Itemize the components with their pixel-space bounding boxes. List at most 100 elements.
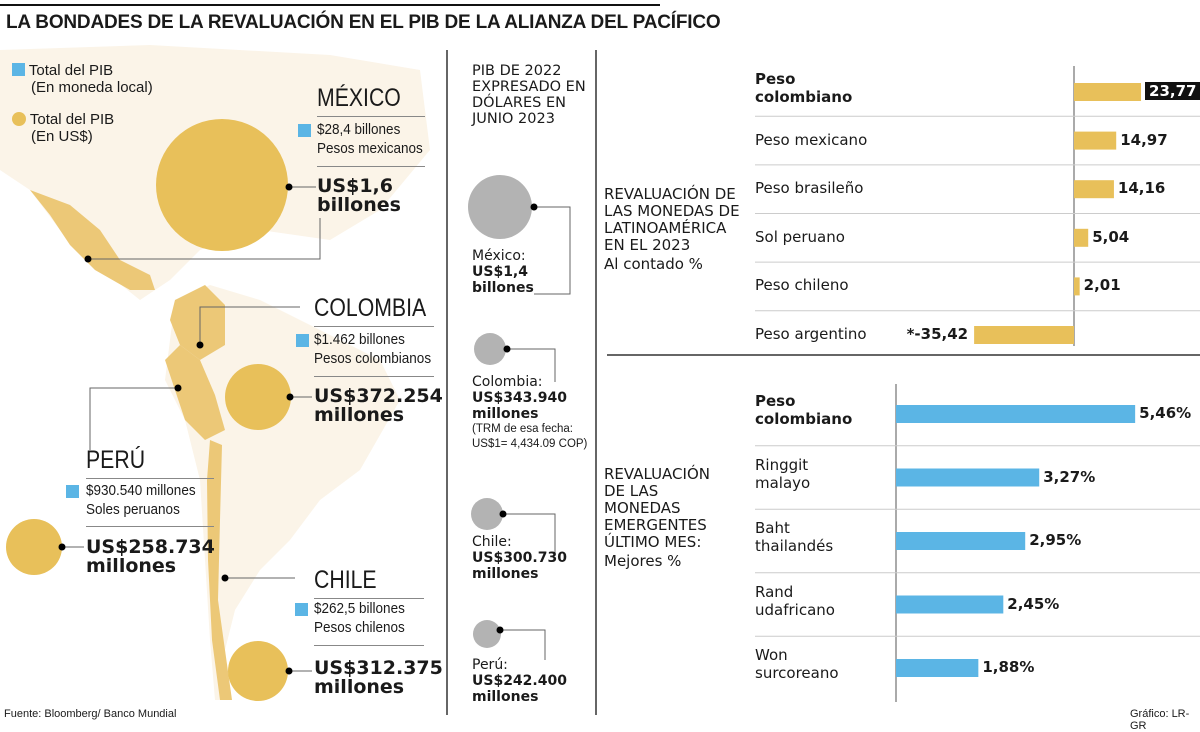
local-value: $262,5 billones: [314, 600, 405, 617]
divider: [86, 478, 214, 479]
chart1-title: REVALUACIÓN DE LAS MONEDAS DE LATINOAMÉRIC…: [604, 186, 740, 273]
usd-value: US$1,6: [317, 175, 393, 197]
value: US$300.730: [472, 550, 567, 566]
divider: [314, 376, 434, 377]
country-mexico: MÉXICO: [317, 84, 425, 117]
value-label: 5,04: [1092, 227, 1130, 246]
title-line: MONEDAS: [604, 499, 681, 517]
country-chile: CHILE: [314, 566, 424, 599]
mexico-usd-circle: [156, 119, 288, 251]
title-line: EMERGENTES: [604, 516, 707, 534]
peru-map: [165, 345, 225, 440]
category-label: Peso mexicano: [755, 130, 868, 149]
page-title: LA BONDADES DE LA REVALUACIÓN EN EL PIB …: [6, 12, 721, 33]
value-label: 3,27%: [1043, 467, 1096, 486]
legend-local-label: Total del PIB: [28, 62, 114, 79]
divider: [86, 526, 214, 527]
local-swatch: [66, 485, 79, 498]
label: México:: [472, 248, 526, 264]
title-line: REVALUACIÓN DE: [604, 185, 736, 203]
country-name: MÉXICO: [317, 84, 401, 112]
usd-value: US$258.734: [86, 536, 215, 558]
peru-gray-circle: [473, 620, 501, 648]
legend-usd-swatch: [12, 112, 26, 126]
local-value: $930.540 millones: [86, 482, 196, 499]
middle-title: PIB DE 2022 EXPRESADO EN DÓLARES EN JUNIO 2…: [472, 63, 586, 127]
chile-map: [207, 440, 232, 700]
value: US$343.940: [472, 390, 567, 406]
country-name: PERÚ: [86, 446, 146, 474]
local-swatch: [296, 334, 309, 347]
category-label: Ringgit malayo: [755, 455, 811, 492]
chart2-title: REVALUACIÓN DE LAS MONEDAS EMERGENTES ÚLTIMO…: [604, 466, 710, 570]
usd-value: US$312.375: [314, 657, 443, 679]
source: Fuente: Bloomberg/ Banco Mundial: [4, 708, 177, 720]
title-line: ÚLTIMO MES:: [604, 533, 702, 551]
category-label: Peso brasileño: [755, 179, 864, 198]
value-label: 2,01: [1083, 276, 1121, 295]
bar-peso-colombiano: [896, 405, 1136, 423]
country-colombia: COLOMBIA: [314, 294, 434, 327]
usd-unit: millones: [314, 404, 405, 426]
value-label: 23,77: [1145, 82, 1200, 100]
legend-usd-label: Total del PIB: [29, 111, 115, 128]
legend-usd-sub: (En US$): [31, 128, 93, 145]
local-currency: Pesos mexicanos: [317, 140, 423, 157]
value: US$1,4: [472, 264, 528, 280]
colombia-usd-circle: [225, 364, 291, 430]
local-value: $28,4 billones: [317, 121, 401, 138]
mexico-usd: US$1,6 billones: [317, 177, 401, 215]
category-label: Sol peruano: [755, 227, 845, 246]
country-name: CHILE: [314, 566, 377, 594]
category-label: Peso argentino: [755, 325, 867, 343]
local-currency: Pesos colombianos: [314, 350, 432, 367]
category-label: Rand udafricano: [755, 582, 835, 619]
chile-local: $262,5 billones Pesos chilenos: [314, 599, 405, 637]
peru-local: $930.540 millones Soles peruanos: [86, 481, 196, 519]
bar-sol-peruano: [1074, 228, 1089, 247]
legend-local-swatch: [12, 63, 25, 76]
divider: [314, 645, 424, 646]
chart2-subtitle: Mejores %: [604, 552, 682, 570]
bar-peso-chileno: [1074, 277, 1080, 296]
category-label: Baht thailandés: [755, 519, 834, 555]
mexico-gray-circle: [468, 175, 532, 239]
note: US$1= 4,434.09 COP): [472, 438, 588, 450]
unit: millones: [472, 566, 539, 582]
colombia-local: $1.462 billones Pesos colombianos: [314, 330, 431, 368]
value-label: 14,97: [1120, 130, 1168, 149]
country-name: COLOMBIA: [314, 294, 427, 322]
unit: billones: [472, 280, 534, 296]
country-peru: PERÚ: [86, 446, 214, 479]
value-label: 2,95%: [1029, 531, 1082, 549]
credit: Gráfico: LR-GR: [1130, 708, 1190, 732]
title-line: EN EL 2023: [604, 236, 691, 254]
chile-usd-circle: [228, 641, 288, 701]
note: (TRM de esa fecha:: [472, 423, 573, 435]
chile-gray-circle: [471, 498, 503, 530]
divider: [314, 598, 424, 599]
title-line: JUNIO 2023: [472, 111, 555, 127]
chart1-subtitle: Al contado %: [604, 255, 703, 273]
bar-peso-argentino: [974, 326, 1074, 344]
bar-peso-colombiano: [1074, 83, 1142, 101]
local-currency: Soles peruanos: [86, 501, 180, 518]
local-swatch: [295, 603, 308, 616]
value-label: 14,16: [1117, 179, 1166, 198]
unit: millones: [472, 689, 539, 705]
value-label: 1,88%: [982, 658, 1035, 676]
divider: [314, 326, 434, 327]
divider: [317, 166, 425, 167]
bar-baht-thailandés: [896, 532, 1026, 550]
chile-usd: US$312.375 millones: [314, 659, 443, 697]
title-line: EXPRESADO EN: [472, 79, 586, 95]
usd-unit: millones: [314, 676, 405, 698]
divider: [317, 116, 425, 117]
category-label: Won surcoreano: [755, 646, 839, 682]
title-line: PIB DE 2022: [472, 63, 562, 79]
usd-value: US$372.254: [314, 385, 443, 407]
peru-usd-circle: [6, 519, 62, 575]
peru-usd: US$258.734 millones: [86, 538, 215, 576]
legend-local-sub: (En moneda local): [31, 79, 153, 96]
value: US$242.400: [472, 673, 567, 689]
